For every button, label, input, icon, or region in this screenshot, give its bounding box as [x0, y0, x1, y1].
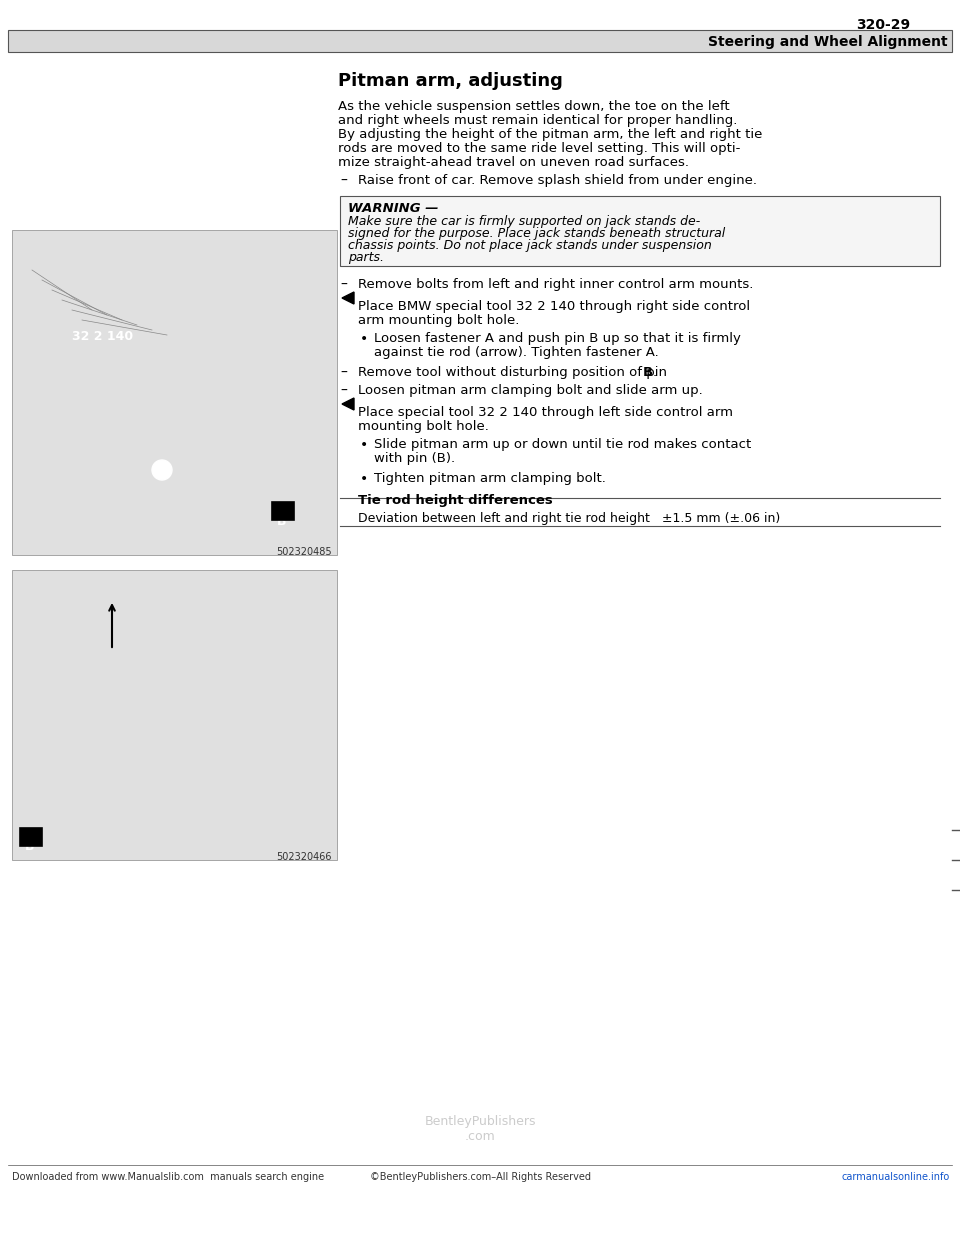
Text: B: B — [277, 515, 286, 528]
Text: Place BMW special tool 32 2 140 through right side control: Place BMW special tool 32 2 140 through … — [358, 301, 750, 313]
Bar — [12, 230, 337, 555]
Text: rods are moved to the same ride level setting. This will opti-: rods are moved to the same ride level se… — [338, 142, 740, 155]
Circle shape — [152, 460, 172, 479]
Text: –: – — [340, 366, 347, 380]
Bar — [340, 196, 940, 266]
Text: 502320466: 502320466 — [276, 852, 332, 862]
Text: with pin (B).: with pin (B). — [374, 452, 455, 465]
Text: 320-29: 320-29 — [856, 17, 910, 32]
Text: –: – — [340, 174, 347, 188]
Text: –: – — [340, 384, 347, 397]
Text: •: • — [360, 472, 369, 486]
Text: A: A — [157, 467, 167, 479]
Text: Slide pitman arm up or down until tie rod makes contact: Slide pitman arm up or down until tie ro… — [374, 438, 752, 451]
Text: 502320485: 502320485 — [276, 546, 332, 556]
Text: As the vehicle suspension settles down, the toe on the left: As the vehicle suspension settles down, … — [338, 101, 730, 113]
Text: Deviation between left and right tie rod height   ±1.5 mm (±.06 in): Deviation between left and right tie rod… — [358, 512, 780, 525]
Text: Make sure the car is firmly supported on jack stands de-: Make sure the car is firmly supported on… — [348, 215, 700, 229]
Text: parts.: parts. — [348, 251, 384, 265]
Text: Loosen fastener A and push pin B up so that it is firmly: Loosen fastener A and push pin B up so t… — [374, 332, 741, 345]
Text: Steering and Wheel Alignment: Steering and Wheel Alignment — [708, 35, 948, 48]
Text: ©BentleyPublishers.com–All Rights Reserved: ©BentleyPublishers.com–All Rights Reserv… — [370, 1172, 590, 1182]
Text: .com: .com — [465, 1130, 495, 1143]
Text: Pitman arm, adjusting: Pitman arm, adjusting — [338, 72, 563, 89]
Text: Raise front of car. Remove splash shield from under engine.: Raise front of car. Remove splash shield… — [358, 174, 757, 188]
Text: .: . — [653, 366, 658, 379]
Polygon shape — [342, 292, 354, 304]
Text: arm mounting bolt hole.: arm mounting bolt hole. — [358, 314, 519, 327]
Text: –: – — [340, 278, 347, 292]
Text: mounting bolt hole.: mounting bolt hole. — [358, 420, 489, 433]
Text: against tie rod (arrow). Tighten fastener A.: against tie rod (arrow). Tighten fastene… — [374, 347, 659, 359]
Text: By adjusting the height of the pitman arm, the left and right tie: By adjusting the height of the pitman ar… — [338, 128, 762, 142]
Text: carmanualsonline.info: carmanualsonline.info — [842, 1172, 950, 1182]
Text: B: B — [25, 840, 35, 853]
Text: chassis points. Do not place jack stands under suspension: chassis points. Do not place jack stands… — [348, 238, 711, 252]
Text: Remove tool without disturbing position of pin: Remove tool without disturbing position … — [358, 366, 671, 379]
Text: Tighten pitman arm clamping bolt.: Tighten pitman arm clamping bolt. — [374, 472, 606, 484]
Text: Place special tool 32 2 140 through left side control arm: Place special tool 32 2 140 through left… — [358, 406, 733, 419]
Text: BentleyPublishers: BentleyPublishers — [424, 1115, 536, 1128]
Text: •: • — [360, 438, 369, 452]
Polygon shape — [342, 397, 354, 410]
Text: Remove bolts from left and right inner control arm mounts.: Remove bolts from left and right inner c… — [358, 278, 754, 291]
Bar — [8, 30, 952, 52]
Text: mize straight-ahead travel on uneven road surfaces.: mize straight-ahead travel on uneven roa… — [338, 156, 689, 169]
Text: Tie rod height differences: Tie rod height differences — [358, 494, 553, 507]
Bar — [12, 570, 337, 859]
Text: WARNING —: WARNING — — [348, 202, 439, 215]
Bar — [272, 502, 294, 520]
Text: Downloaded from www.Manualslib.com  manuals search engine: Downloaded from www.Manualslib.com manua… — [12, 1172, 324, 1182]
Text: and right wheels must remain identical for proper handling.: and right wheels must remain identical f… — [338, 114, 737, 127]
Text: 32 2 140: 32 2 140 — [72, 330, 133, 343]
Text: B: B — [643, 366, 653, 379]
Text: signed for the purpose. Place jack stands beneath structural: signed for the purpose. Place jack stand… — [348, 227, 725, 240]
Text: •: • — [360, 332, 369, 347]
Text: Loosen pitman arm clamping bolt and slide arm up.: Loosen pitman arm clamping bolt and slid… — [358, 384, 703, 397]
Bar — [20, 828, 42, 846]
